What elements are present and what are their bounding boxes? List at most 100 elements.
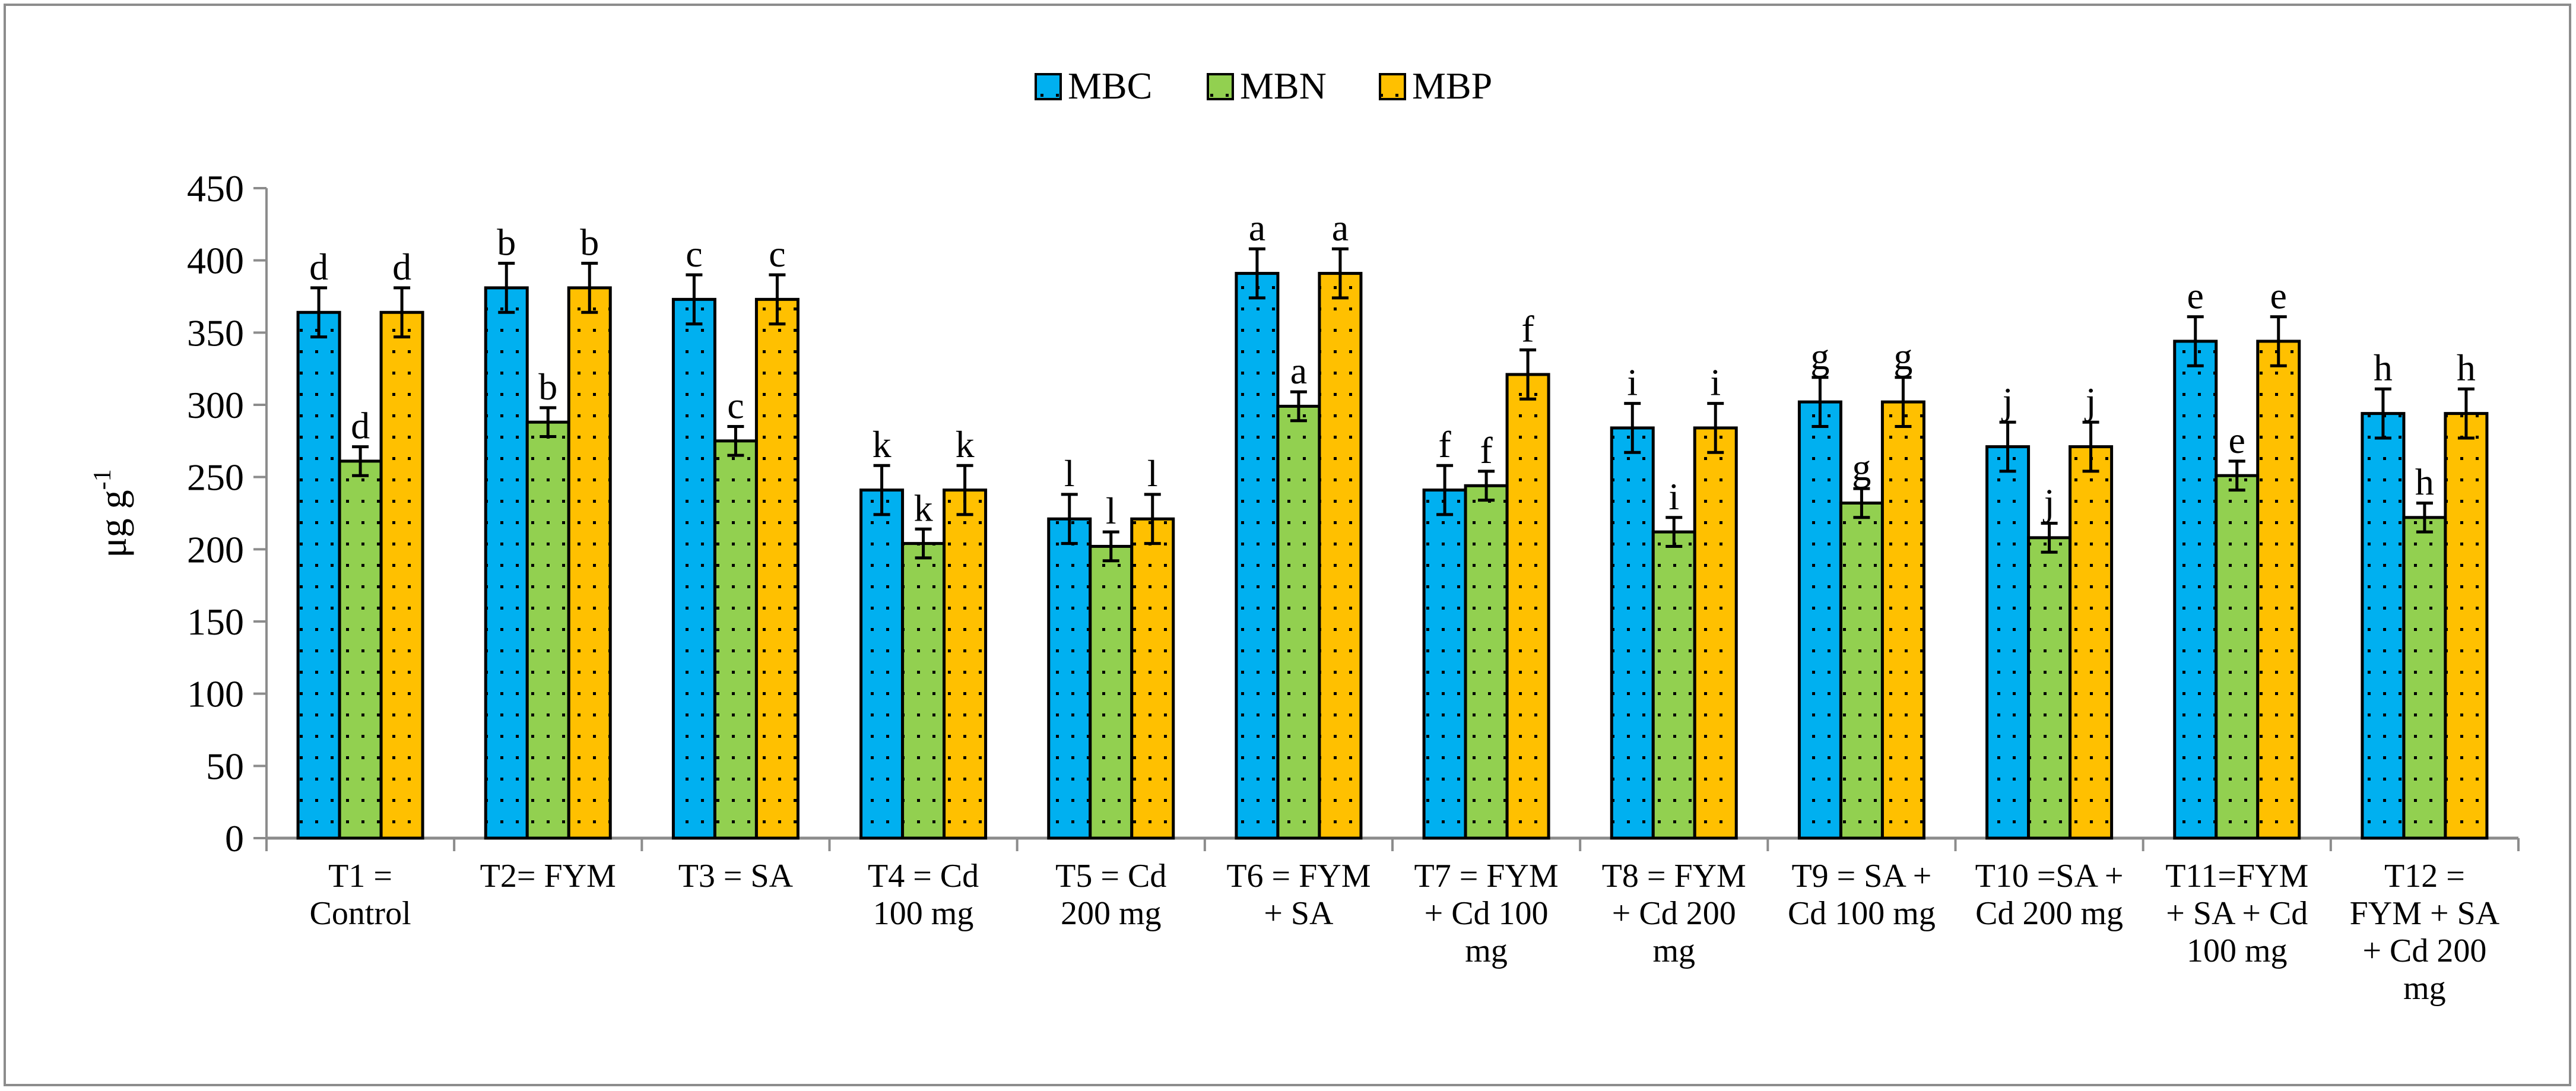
x-tick-label-line: mg — [1652, 933, 1695, 969]
legend-swatch-pattern — [1379, 73, 1406, 100]
y-axis-label-superscript: -1 — [89, 469, 116, 490]
y-tick-label: 0 — [225, 817, 244, 860]
significance-letter: a — [1249, 207, 1265, 249]
significance-letter: c — [727, 385, 744, 427]
bar-pattern-mbc — [2173, 340, 2218, 840]
x-tick-label: T11=FYM + SA + Cd 100 mg — [2165, 858, 2308, 969]
x-tick-label-line: T8 = FYM — [1602, 858, 1746, 895]
y-tick-label: 100 — [187, 673, 244, 715]
x-tick-label-line: mg — [1465, 933, 1508, 969]
legend-label-mbp: MBP — [1412, 65, 1492, 107]
bar-pattern-mbn — [1276, 404, 1321, 840]
x-tick-label-line: Control — [310, 895, 411, 932]
significance-letter: b — [580, 221, 599, 264]
x-tick-label-line: 100 mg — [873, 895, 974, 932]
significance-letter: f — [1438, 423, 1451, 465]
x-tick-label-line: T3 = SA — [678, 858, 794, 895]
significance-letter: d — [351, 405, 370, 447]
significance-letter: d — [309, 246, 328, 288]
significance-letter: k — [914, 487, 933, 529]
legend: MBC MBN MBP — [1035, 65, 1492, 107]
x-tick-label-line: mg — [2403, 970, 2446, 1007]
x-tick-label-line: FYM + SA — [2350, 895, 2500, 932]
y-tick-label: 450 — [187, 167, 244, 210]
significance-letter: l — [1106, 490, 1116, 532]
significance-letter: i — [1710, 361, 1721, 404]
legend-label-mbn: MBN — [1240, 65, 1327, 107]
significance-letter: k — [873, 423, 892, 465]
significance-letter: j — [2085, 380, 2096, 422]
significance-letter: d — [392, 246, 411, 288]
bar-pattern-mbp — [1318, 272, 1363, 840]
legend-swatch-pattern — [1035, 73, 1062, 100]
significance-letter: b — [538, 366, 557, 408]
significance-letter: e — [2187, 275, 2204, 317]
bar-pattern-mbn — [338, 459, 383, 840]
bar-pattern-mbc — [1422, 489, 1467, 840]
x-tick-label-line: T6 = FYM — [1226, 858, 1371, 895]
x-tick-label-line: Cd 100 mg — [1788, 895, 1936, 932]
significance-letter: i — [1627, 361, 1638, 404]
significance-letter: a — [1290, 350, 1307, 392]
significance-letter: h — [2457, 347, 2476, 389]
significance-letter: c — [686, 233, 702, 275]
x-tick-label: T2= FYM — [480, 858, 616, 895]
bar-pattern-mbp — [1505, 373, 1550, 840]
bar-pattern-mbn — [1089, 544, 1134, 840]
x-tick-label: T8 = FYM + Cd 200 mg — [1602, 858, 1746, 969]
x-tick-label-line: T11=FYM — [2165, 858, 2308, 895]
bar-pattern-mbc — [671, 297, 716, 840]
x-tick-label: T7 = FYM + Cd 100 mg — [1414, 858, 1558, 969]
bar-pattern-mbc — [1797, 400, 1842, 840]
bar-pattern-mbp — [1693, 426, 1738, 840]
y-axis-label-main: μg g — [92, 490, 134, 557]
bar-pattern-mbn — [713, 439, 758, 840]
y-tick-label: 250 — [187, 456, 244, 499]
bar-pattern-mbp — [943, 489, 988, 840]
bar-pattern-mbc — [2361, 412, 2406, 840]
bar-pattern-mbp — [754, 297, 800, 840]
bar-pattern-mbn — [1464, 484, 1509, 840]
x-tick-label-line: 200 mg — [1061, 895, 1162, 932]
significance-letter: l — [1147, 452, 1158, 494]
x-tick-label-line: T5 = Cd — [1055, 858, 1166, 895]
significance-letter: g — [1893, 335, 1912, 378]
significance-letter: k — [956, 423, 975, 465]
bar-pattern-mbn — [901, 542, 946, 840]
x-tick-label-line: T10 =SA + — [1975, 858, 2124, 895]
bar-pattern-mbn — [1839, 501, 1884, 840]
bar-pattern-mbp — [2069, 445, 2114, 840]
x-tick-label-line: + SA + Cd — [2166, 895, 2308, 932]
bar-pattern-mbn — [2402, 516, 2447, 840]
x-tick-label: T6 = FYM + SA — [1226, 858, 1371, 932]
significance-letter: i — [1668, 475, 1679, 518]
bar-pattern-mbn — [2215, 474, 2260, 840]
bar-pattern-mbc — [1610, 426, 1655, 840]
x-tick-label-line: + SA — [1264, 895, 1334, 932]
x-tick-label-line: T9 = SA + — [1791, 858, 1931, 895]
significance-letter: c — [769, 233, 785, 275]
y-tick-label: 350 — [187, 312, 244, 354]
bar-pattern-mbp — [567, 286, 612, 840]
x-tick-label-line: T7 = FYM — [1414, 858, 1558, 895]
y-tick-label: 200 — [187, 528, 244, 570]
bar-pattern-mbp — [1880, 400, 1925, 840]
bar-pattern-mbn — [525, 420, 570, 840]
bar-pattern-mbp — [1130, 517, 1175, 840]
significance-letter: b — [497, 221, 516, 264]
significance-letter: h — [2415, 461, 2434, 503]
chart-frame — [4, 4, 2571, 1086]
bar-pattern-mbp — [2256, 340, 2301, 840]
bar-pattern-mbc — [1047, 517, 1092, 840]
bar-pattern-mbc — [859, 489, 905, 840]
bar-pattern-mbn — [2027, 536, 2072, 840]
bar-pattern-mbp — [2444, 412, 2489, 840]
y-tick-label: 300 — [187, 384, 244, 426]
x-tick-label: T4 = Cd 100 mg — [868, 858, 979, 932]
significance-letter: l — [1064, 452, 1075, 494]
significance-letter: a — [1332, 207, 1349, 249]
bar-pattern-mbc — [484, 286, 529, 840]
x-tick-label: T10 =SA + Cd 200 mg — [1975, 858, 2124, 932]
significance-letter: h — [2374, 347, 2393, 389]
